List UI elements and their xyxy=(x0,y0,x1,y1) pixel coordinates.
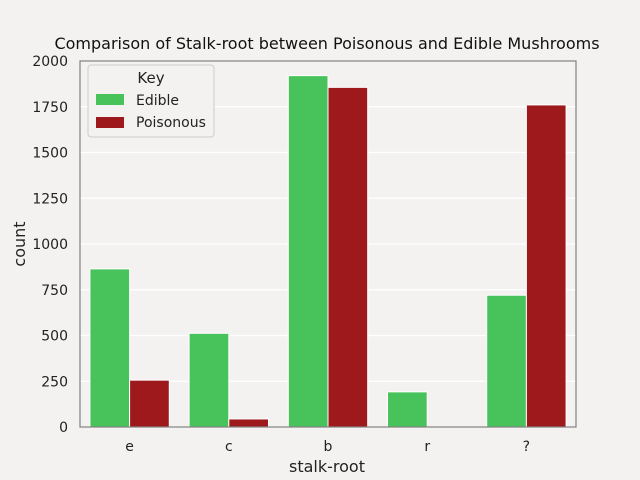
y-tick-label: 1250 xyxy=(32,191,68,207)
bar-edible-0 xyxy=(89,268,131,428)
x-tick-label: ? xyxy=(523,439,530,455)
y-tick-label: 0 xyxy=(59,420,68,436)
legend-swatch-poisonous xyxy=(96,117,124,128)
y-tick-label: 2000 xyxy=(32,54,68,70)
y-axis-ticks: 0 250 500 750 1000 1250 1500 1750 2000 xyxy=(32,54,68,436)
y-tick-label: 750 xyxy=(41,283,68,299)
bar-edible-4 xyxy=(486,294,527,428)
bar-poisonous-2 xyxy=(327,86,369,428)
x-tick-label: b xyxy=(324,439,333,455)
y-tick-label: 500 xyxy=(41,329,68,345)
y-tick-label: 1500 xyxy=(32,146,68,162)
legend-swatch-edible xyxy=(96,94,124,105)
bar-edible-1 xyxy=(188,332,230,428)
y-tick-label: 1000 xyxy=(32,237,68,253)
y-tick-label: 1750 xyxy=(32,100,68,116)
x-axis-ticks: e c b r? xyxy=(125,439,530,455)
plot-frame xyxy=(79,60,577,428)
legend: Key Edible Poisonous xyxy=(87,64,215,138)
x-tick-label: e xyxy=(125,439,134,455)
bar-edible-3 xyxy=(387,391,428,428)
legend-label-edible: Edible xyxy=(136,93,179,109)
x-axis-label: stalk-root xyxy=(289,457,365,476)
bar-edible-2 xyxy=(287,75,329,428)
bar-poisonous-0 xyxy=(129,379,170,428)
bar-poisonous-1 xyxy=(228,418,269,428)
chart-title: Comparison of Stalk-root between Poisono… xyxy=(54,34,599,53)
x-tick-label: r xyxy=(424,439,430,455)
bar-poisonous-4 xyxy=(525,104,567,428)
y-tick-label: 250 xyxy=(41,374,68,390)
y-axis-label: count xyxy=(10,221,29,266)
bars xyxy=(89,75,567,428)
x-tick-label: c xyxy=(225,439,233,455)
legend-title: Key xyxy=(137,69,164,87)
legend-label-poisonous: Poisonous xyxy=(136,115,206,131)
